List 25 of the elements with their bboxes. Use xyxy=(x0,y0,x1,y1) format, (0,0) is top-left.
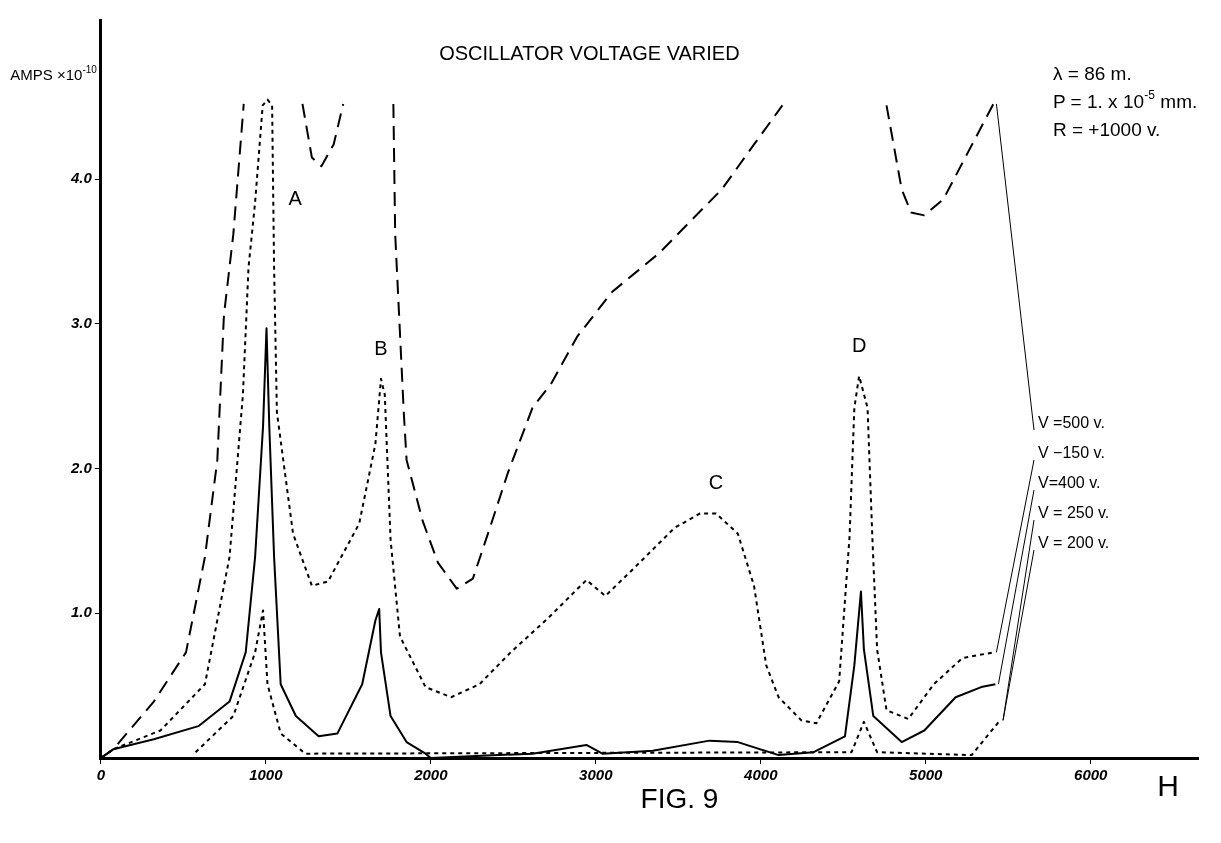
text: V = 250 v. xyxy=(1038,504,1110,521)
y-tick-label: 1.0 xyxy=(70,603,93,621)
annotation: C xyxy=(708,471,724,494)
annotation: B xyxy=(374,336,388,359)
y-tick-label: 4.0 xyxy=(69,169,93,187)
x-tick-label: 3000 xyxy=(579,766,614,784)
caption: FIG. 9 xyxy=(640,783,719,814)
y-tick-label: 2.0 xyxy=(69,458,93,476)
annotation: V = 200 v. xyxy=(1038,534,1110,551)
x-axis-title: H xyxy=(1157,769,1179,802)
annotation: A xyxy=(288,186,303,209)
text: V =500 v. xyxy=(1038,414,1105,431)
text: V −150 v. xyxy=(1038,444,1105,461)
annotation: R = +1000 v. xyxy=(1053,119,1161,140)
x-tick-label: 6000 xyxy=(1074,766,1109,784)
x-tick-label: 0 xyxy=(96,766,106,784)
text: V=400 v. xyxy=(1038,474,1101,491)
y-tick-label: 3.0 xyxy=(70,314,93,332)
x-tick-label: 4000 xyxy=(743,766,779,784)
annotation: λ = 86 m. xyxy=(1053,63,1132,84)
text: OSCILLATOR VOLTAGE VARIED xyxy=(439,42,740,64)
x-tick-label: 5000 xyxy=(909,766,944,784)
annotation: D xyxy=(851,333,867,356)
x-tick-label: 2000 xyxy=(413,766,449,784)
x-tick-label: 1000 xyxy=(249,766,284,784)
